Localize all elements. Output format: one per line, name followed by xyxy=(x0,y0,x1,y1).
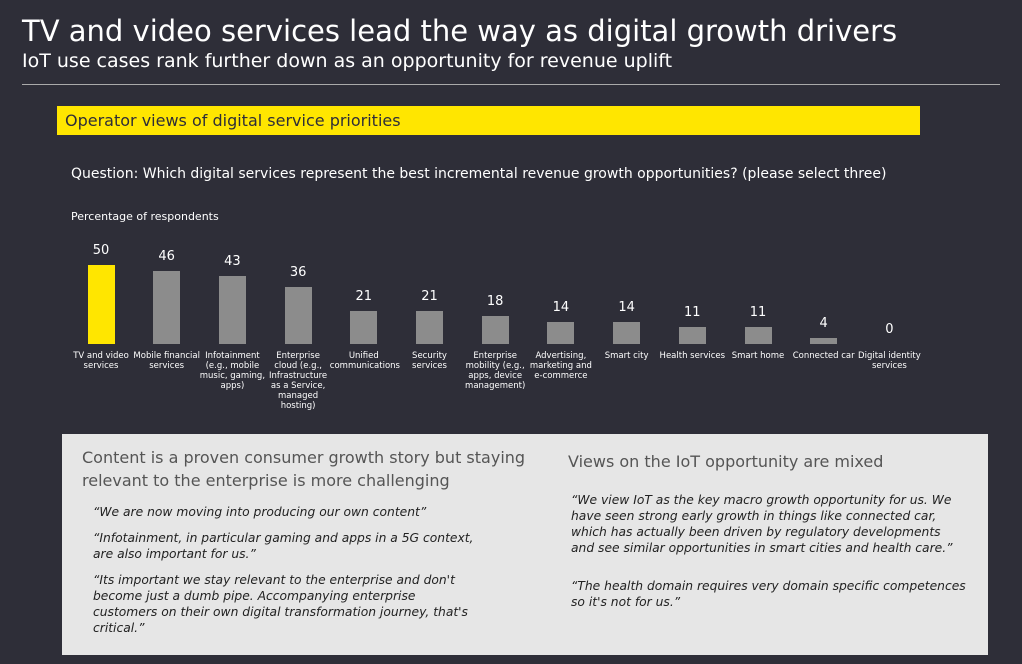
quote: “We view IoT as the key macro growth opp… xyxy=(571,493,953,555)
bar xyxy=(613,321,641,344)
x-tick-label: Mobile financial services xyxy=(133,351,200,371)
bar xyxy=(87,265,115,344)
data-label: 14 xyxy=(552,299,570,315)
question: Question: Which digital services represe… xyxy=(71,166,887,182)
data-label: 43 xyxy=(224,254,241,270)
x-tick-label: Digital identity services xyxy=(858,351,921,371)
left-heading: Content is a proven consumer growth stor… xyxy=(82,448,526,490)
x-tick-label: Advertising, marketing and e-commerce xyxy=(529,351,592,381)
x-tick-label: Health services xyxy=(659,351,726,361)
x-tick-label: Infotainment (e.g., mobile music, gaming… xyxy=(199,351,266,391)
quote: “Its important we stay relevant to the e… xyxy=(93,573,468,635)
x-tick-label: Smart home xyxy=(731,351,785,361)
data-label: 18 xyxy=(486,293,504,309)
quote: “Infotainment, in particular gaming and … xyxy=(93,531,474,561)
chart: 50 TV and video services 46 Mobile financia… xyxy=(73,243,921,411)
quote: “We are now moving into producing our ow… xyxy=(93,505,427,519)
bar xyxy=(416,310,443,344)
x-tick-label: Enterprise mobility (e.g., apps, device … xyxy=(465,351,526,391)
y-axis-label: Percentage of respondents xyxy=(71,210,219,223)
x-tick-label: Smart city xyxy=(604,351,649,361)
bar xyxy=(218,276,246,344)
x-tick-label: Enterprise cloud (e.g., Infrastructure a… xyxy=(269,351,328,411)
data-label: 14 xyxy=(618,299,635,315)
bar xyxy=(153,271,181,344)
bar xyxy=(481,315,509,344)
subtitle: IoT use cases rank further down as an op… xyxy=(22,50,673,72)
x-tick-label: Connected car xyxy=(792,351,855,361)
data-label: 46 xyxy=(158,249,175,265)
quote-panel: Content is a proven consumer growth stor… xyxy=(62,434,988,655)
title: TV and video services lead the way as di… xyxy=(22,14,898,48)
banner: Operator views of digital service priori… xyxy=(57,106,920,135)
x-tick-label: Unified communications xyxy=(329,351,400,371)
data-label: 21 xyxy=(421,288,438,304)
data-label: 11 xyxy=(684,304,701,320)
x-tick-label: TV and video services xyxy=(73,351,129,371)
bar xyxy=(810,337,838,344)
data-label: 0 xyxy=(885,322,894,337)
data-label: 50 xyxy=(92,243,110,258)
bar xyxy=(547,321,575,344)
divider xyxy=(22,84,1000,85)
quote: “The health domain requires very domain … xyxy=(571,579,966,609)
x-tick-label: Security services xyxy=(412,351,447,371)
data-label: 4 xyxy=(819,315,828,331)
right-heading: Views on the IoT opportunity are mixed xyxy=(568,452,884,471)
data-label: 36 xyxy=(289,265,307,281)
bar xyxy=(678,326,706,344)
bar xyxy=(350,310,378,344)
bar xyxy=(284,287,312,344)
data-label: 21 xyxy=(355,288,373,304)
bar xyxy=(744,326,772,344)
data-label: 11 xyxy=(749,304,767,320)
